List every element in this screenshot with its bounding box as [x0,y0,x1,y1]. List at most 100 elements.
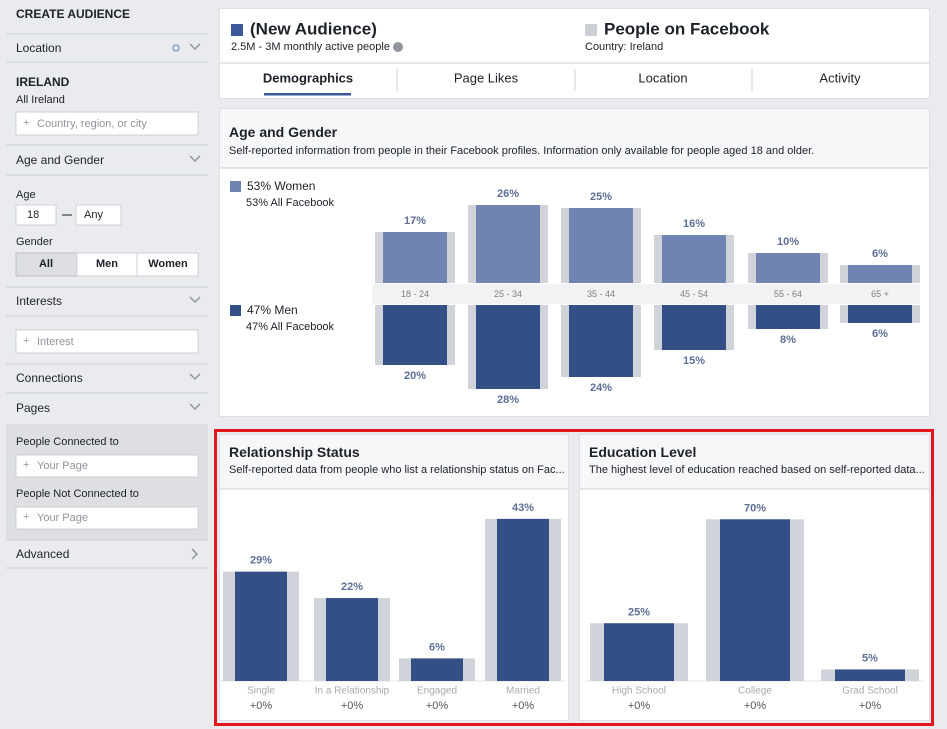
panel-header [580,435,929,489]
bar [756,253,820,283]
gender-option: Men [96,258,118,270]
value-label: 5% [862,652,878,664]
category-label: Grad School [842,686,898,697]
change-label: +0% [250,700,273,712]
panel-title: Age and Gender [229,124,338,140]
section-label[interactable]: Pages [16,401,50,415]
section-label[interactable]: Connections [16,371,83,385]
bar [569,305,633,377]
age-min-select[interactable] [15,204,57,226]
age-gender-chart: 17% 26% 25% 16% 10% 6% 20% 28% 24% 15% 8% 6% 18 - 24… [230,181,920,406]
value-label: 25% [590,191,612,203]
bar [383,232,447,283]
location-icon[interactable] [172,44,180,52]
bar [720,519,790,681]
info-icon[interactable] [393,42,403,52]
location-input[interactable] [15,111,199,136]
legend-baseline: 53% All Facebook [246,197,335,209]
interest-input[interactable] [15,329,199,354]
bar [848,265,912,283]
plus: + [23,117,29,129]
tab[interactable]: Location [638,71,687,86]
bar [662,305,726,350]
value-label: 25% [628,606,650,618]
select-value: Any [84,209,103,221]
bar [235,571,287,681]
field-label: People Connected to [16,436,119,448]
input-placeholder: Interest [37,336,74,348]
section-label[interactable]: Age and Gender [16,153,104,167]
input-placeholder: Your Page [37,512,88,524]
tab-active[interactable]: Demographics [263,71,353,86]
bar [662,235,726,283]
chevron[interactable] [189,403,201,411]
change-label: +0% [512,700,535,712]
sidebar-title: CREATE AUDIENCE [16,7,130,21]
bar [476,305,540,389]
category-label: 65 + [871,289,889,299]
chevron[interactable] [189,296,201,304]
bar [835,669,905,681]
bar [497,518,549,681]
page-input[interactable] [15,454,199,478]
panel-description: Self-reported information from people in… [229,145,814,157]
value-label: 70% [744,502,766,514]
comparison-swatch [585,24,597,36]
plus: + [23,511,29,523]
age-max-select[interactable] [75,204,122,226]
category-label: 45 - 54 [680,289,708,299]
panel-description: The highest level of education reached b… [589,464,925,476]
value-label: 24% [590,382,612,394]
bar [326,598,378,681]
gender-option: All [39,258,53,270]
chevron[interactable] [191,548,199,560]
bar [569,208,633,283]
sidebar: CREATE AUDIENCE Location IRELAND All Ire… [6,0,208,569]
chevron[interactable] [189,155,201,163]
change-label: +0% [744,700,767,712]
tab[interactable]: Activity [819,71,861,86]
field-label: People Not Connected to [16,488,139,500]
audience-size: 2.5M - 3M monthly active people [231,41,390,53]
region: All Ireland [16,94,65,106]
value-label: 6% [872,248,888,260]
category-label: Married [506,686,540,697]
value-label: 17% [404,215,426,227]
legend-label: 47% Men [247,303,298,317]
bar [604,623,674,681]
panel-title: Education Level [589,444,696,460]
plus: + [23,459,29,471]
section-label[interactable]: Location [16,41,61,55]
value-label: 8% [780,334,796,346]
chevron[interactable] [189,43,201,51]
section-label[interactable]: Advanced [16,547,69,561]
bar [848,305,912,323]
country: IRELAND [16,75,70,89]
category-label: High School [612,686,666,697]
gender-button[interactable] [136,252,199,277]
input-placeholder: Your Page [37,460,88,472]
bar [411,658,463,681]
category-label: 35 - 44 [587,289,615,299]
plus: + [23,335,29,347]
bar [383,305,447,365]
highlight-box [214,429,934,726]
value-label: 15% [683,355,705,367]
audience-name: (New Audience) [250,20,377,39]
category-label: Single [247,686,275,697]
value-label: 6% [872,328,888,340]
bar [476,205,540,283]
panel-title: Relationship Status [229,444,360,460]
tab[interactable]: Page Likes [454,71,519,86]
chevron[interactable] [189,373,201,381]
legend-baseline: 47% All Facebook [246,321,335,333]
legend-swatch [230,181,241,192]
field-label: Age [16,189,36,201]
page-input[interactable] [15,506,199,530]
legend-swatch [230,305,241,316]
section-label[interactable]: Interests [16,294,62,308]
change-label: +0% [628,700,651,712]
category-label: In a Relationship [315,686,390,697]
value-label: 22% [341,581,363,593]
